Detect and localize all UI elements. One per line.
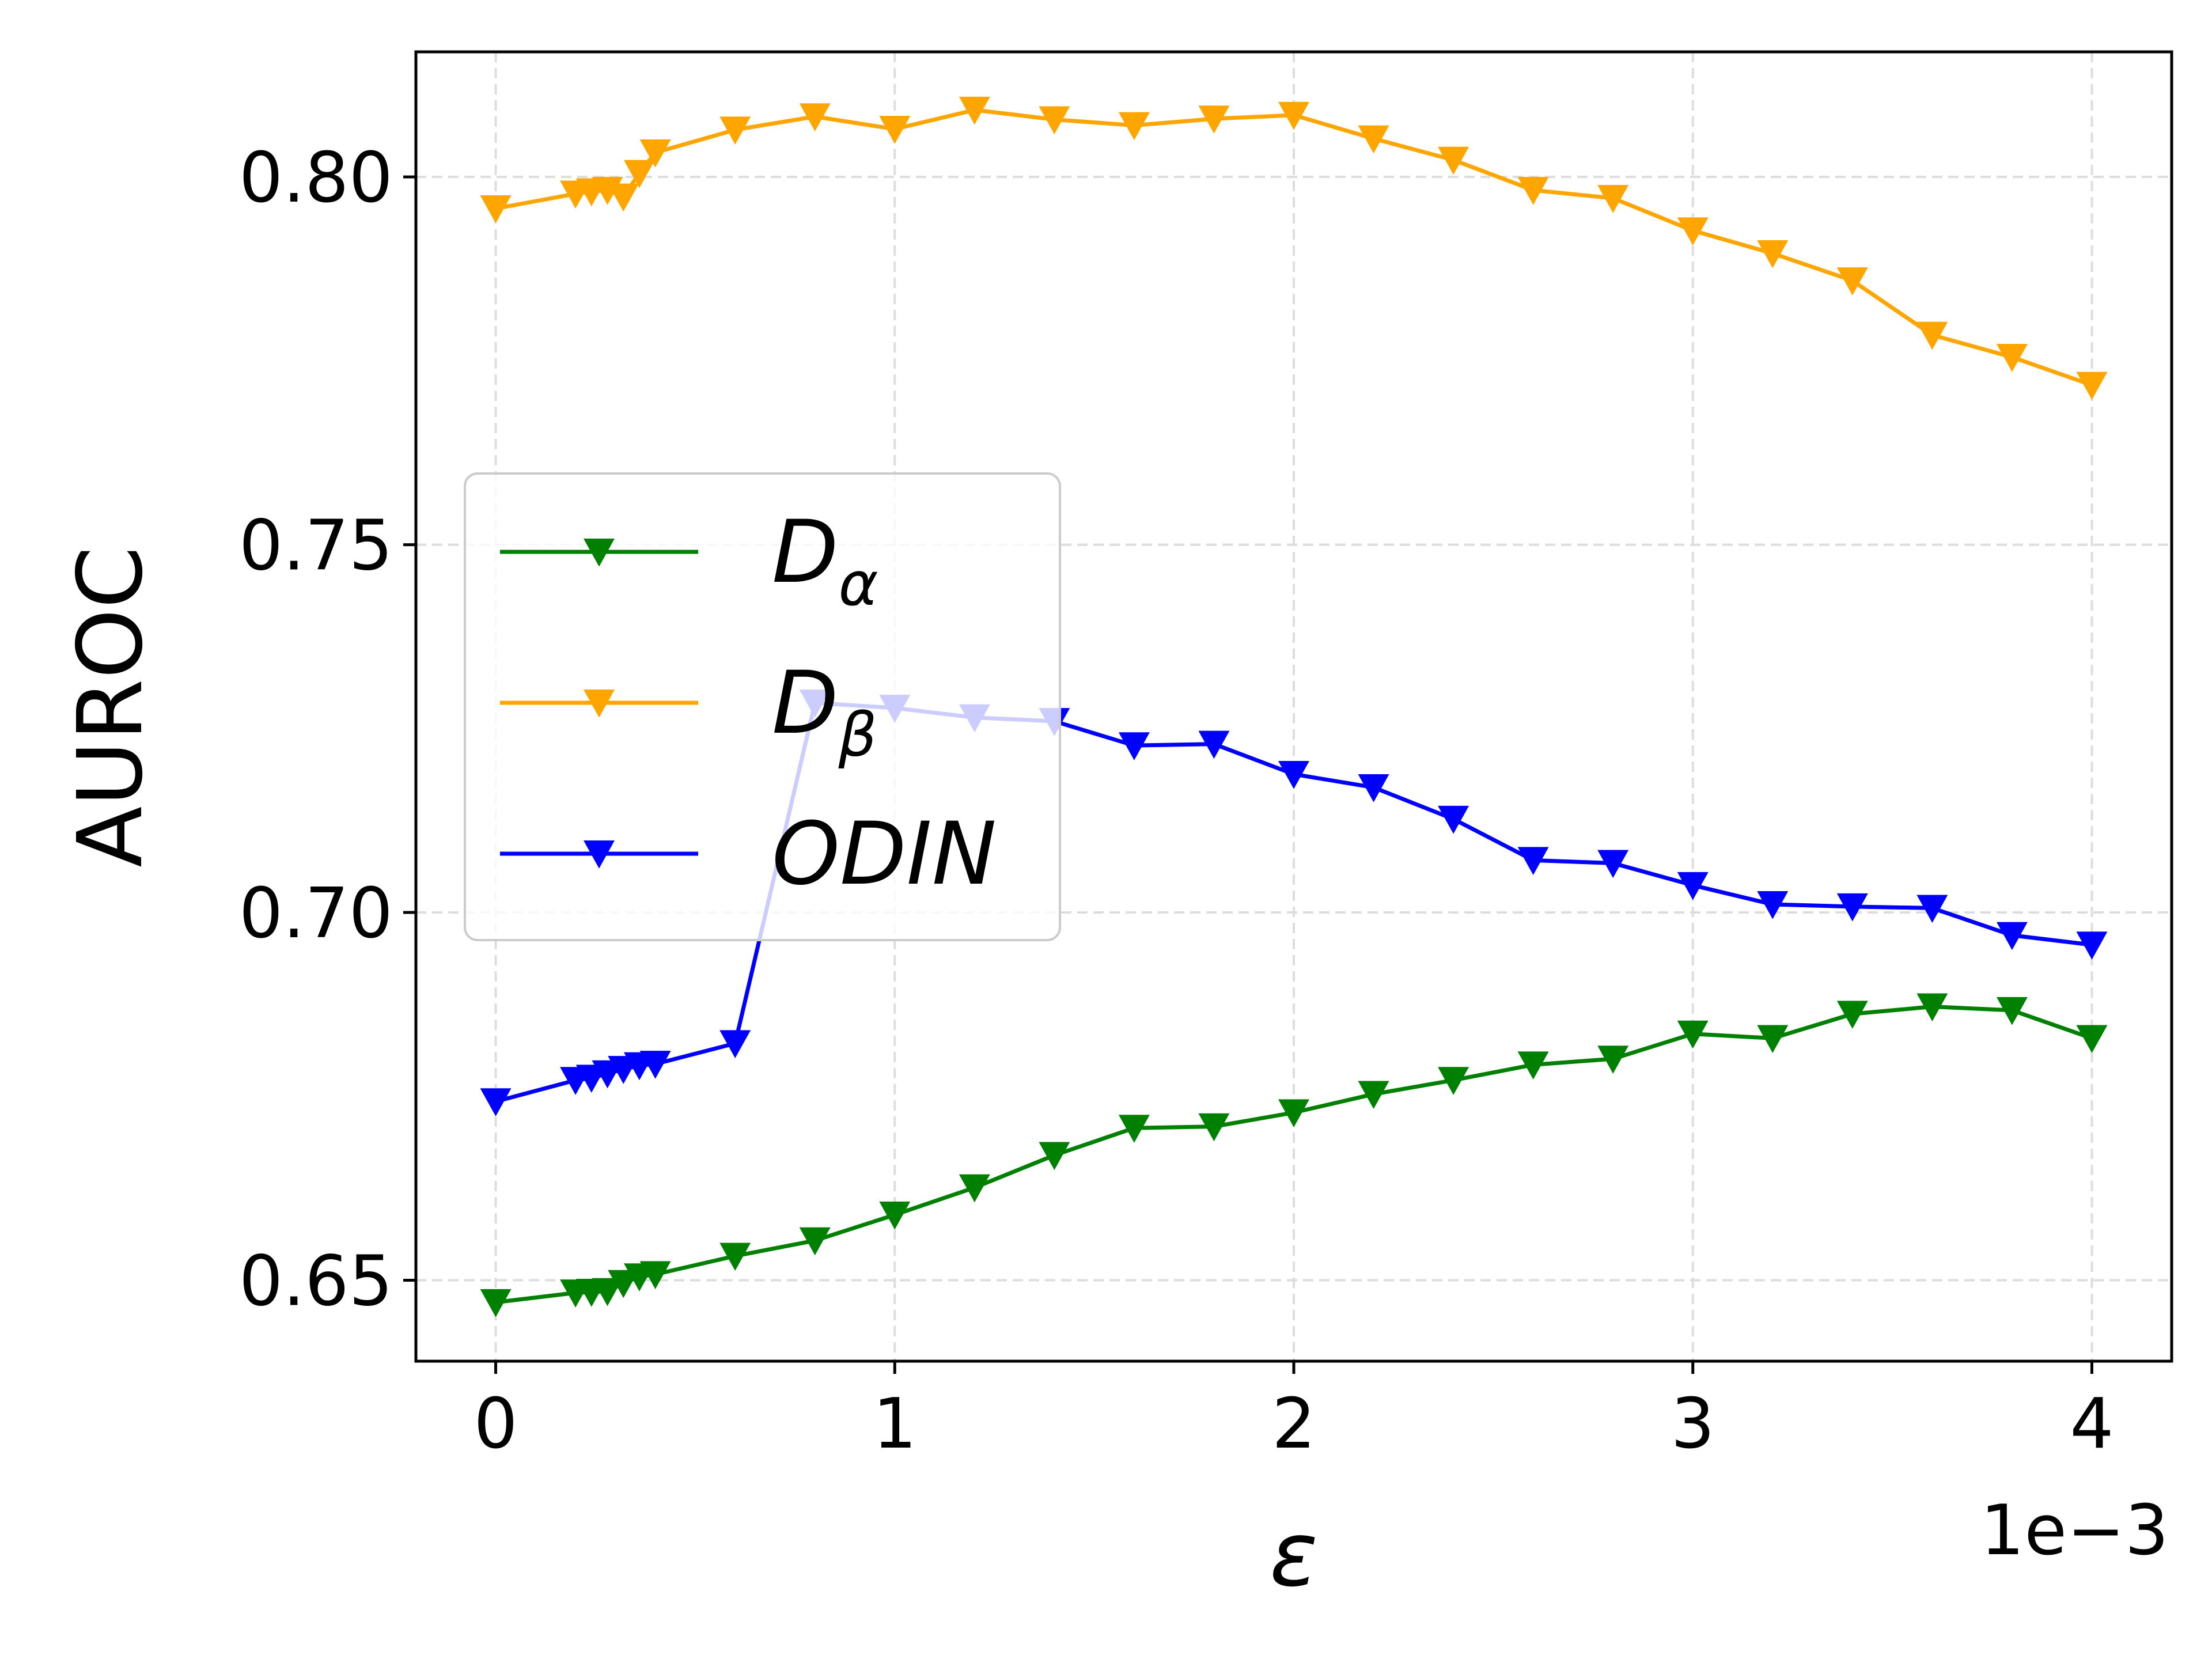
data-point-d-beta <box>1358 125 1389 154</box>
data-point-d-alpha <box>1358 1081 1389 1109</box>
data-point-d-beta <box>1118 112 1150 141</box>
y-tick-label: 0.80 <box>239 138 393 218</box>
legend-marker-d-beta <box>584 690 615 718</box>
data-point-d-alpha <box>639 1261 671 1289</box>
data-point-odin <box>1358 774 1389 802</box>
y-tick-label: 0.70 <box>239 874 393 954</box>
legend-entry-d-alpha: Dα <box>500 502 878 619</box>
data-point-odin <box>1438 805 1469 834</box>
data-point-odin <box>1597 850 1629 878</box>
data-point-d-beta <box>1757 240 1789 268</box>
legend-label-odin: ODIN <box>772 804 997 904</box>
data-point-d-alpha <box>480 1289 512 1317</box>
data-point-d-alpha <box>1916 993 1948 1022</box>
data-point-d-alpha <box>799 1227 831 1256</box>
x-tick-label: 1 <box>873 1384 916 1464</box>
data-point-d-alpha <box>719 1243 751 1271</box>
data-point-d-beta <box>2076 372 2108 400</box>
y-tick-label: 0.75 <box>239 506 393 586</box>
data-point-odin <box>1517 847 1549 876</box>
legend-label-d-beta: Dβ <box>772 653 877 770</box>
data-point-d-alpha <box>1438 1067 1469 1095</box>
legend-entry-d-beta: Dβ <box>500 653 877 770</box>
data-point-d-beta <box>608 183 639 212</box>
data-point-d-beta <box>623 160 655 188</box>
data-point-d-beta <box>1438 146 1469 175</box>
data-point-d-alpha <box>1836 1001 1868 1029</box>
data-point-d-alpha <box>608 1270 639 1298</box>
legend-label-d-alpha: Dα <box>772 502 878 619</box>
data-point-odin <box>1996 922 2028 950</box>
data-point-d-alpha <box>959 1174 990 1203</box>
x-tick-label: 4 <box>2070 1384 2113 1464</box>
data-point-d-beta <box>639 139 671 168</box>
data-point-d-alpha <box>1039 1142 1070 1171</box>
data-point-d-beta <box>480 195 512 224</box>
x-tick-label: 2 <box>1272 1384 1316 1464</box>
x-tick-label: 3 <box>1671 1384 1715 1464</box>
data-point-d-beta <box>1996 343 2028 372</box>
data-point-odin <box>1677 872 1709 900</box>
series-d-alpha <box>480 993 2108 1317</box>
data-point-d-beta <box>1916 321 1948 350</box>
data-point-odin <box>2076 931 2108 960</box>
data-point-d-beta <box>1517 177 1549 205</box>
data-point-d-beta <box>799 103 831 132</box>
data-point-d-alpha <box>1597 1046 1629 1074</box>
data-point-d-alpha <box>1757 1025 1789 1054</box>
data-point-d-alpha <box>2076 1025 2108 1054</box>
x-axis-offset-label: 1e−3 <box>1980 1491 2169 1571</box>
data-point-d-alpha <box>1677 1020 1709 1049</box>
axis-ticks: 0 1 2 3 4 0.65 0.70 0.75 0.80 <box>239 138 2114 1464</box>
series-lines <box>480 96 2108 1317</box>
x-tick-label: 0 <box>474 1384 517 1464</box>
data-point-d-beta <box>1677 217 1709 245</box>
series-d-beta <box>480 96 2108 400</box>
data-point-odin <box>480 1088 512 1116</box>
x-axis-title: ε <box>1270 1502 1318 1607</box>
data-point-odin <box>1118 732 1150 760</box>
data-point-d-alpha <box>1198 1113 1230 1142</box>
data-point-odin <box>1757 891 1789 919</box>
data-point-d-beta <box>1278 101 1309 130</box>
data-point-odin <box>639 1051 671 1079</box>
data-point-d-beta <box>1836 267 1868 296</box>
data-point-d-beta <box>879 116 911 144</box>
data-point-d-alpha <box>592 1278 623 1306</box>
legend: Dα Dβ ODIN <box>464 472 1061 941</box>
data-point-d-beta <box>959 96 990 125</box>
data-point-d-beta <box>1039 106 1070 135</box>
data-point-odin <box>1916 895 1948 923</box>
data-point-d-beta <box>1198 105 1230 134</box>
y-tick-label: 0.65 <box>239 1242 393 1322</box>
data-point-d-alpha <box>1996 997 2028 1025</box>
legend-marker-odin <box>584 840 615 869</box>
data-point-d-alpha <box>879 1201 911 1230</box>
y-axis-title: AUROC <box>58 546 162 867</box>
legend-marker-d-alpha <box>584 539 615 567</box>
data-point-d-alpha <box>1118 1115 1150 1143</box>
data-point-odin <box>1836 893 1868 922</box>
data-point-d-alpha <box>1517 1051 1549 1080</box>
data-point-d-beta <box>1597 185 1629 213</box>
data-point-d-alpha <box>1278 1099 1309 1128</box>
legend-box <box>464 472 1061 941</box>
data-point-odin <box>719 1030 751 1059</box>
legend-entry-odin: ODIN <box>500 804 997 904</box>
data-point-odin <box>1198 730 1230 759</box>
data-point-d-beta <box>719 116 751 145</box>
data-point-odin <box>1278 761 1309 789</box>
